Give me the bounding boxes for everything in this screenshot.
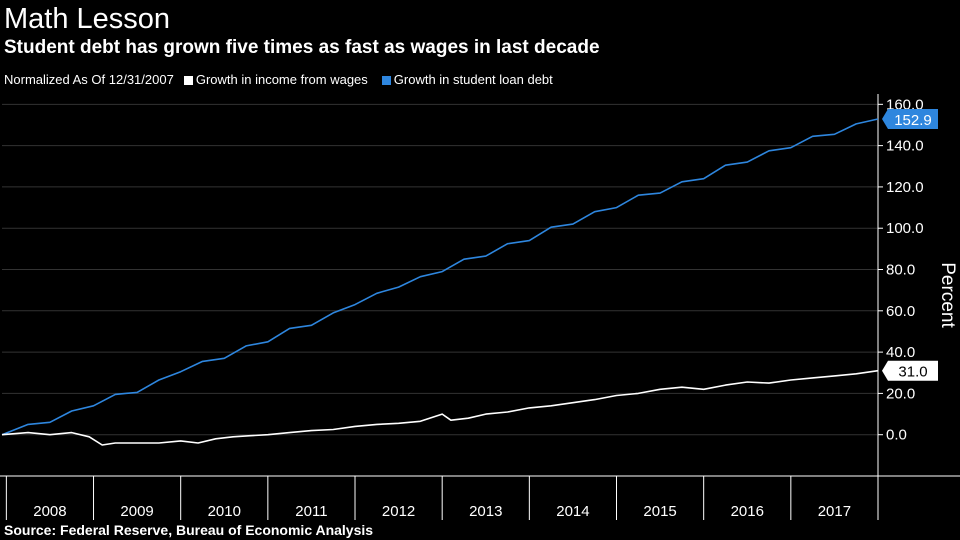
- y-tick-label: 40.0: [886, 344, 915, 361]
- x-tick-label: 2008: [33, 503, 66, 520]
- debt-end-label-bg: [882, 108, 938, 129]
- legend-item-wages: Growth in income from wages: [183, 72, 368, 88]
- x-tick-label: 2016: [731, 503, 764, 520]
- debt-series-line: [1, 118, 879, 436]
- legend: Normalized As Of 12/31/2007 Growth in in…: [4, 72, 567, 88]
- x-tick-label: 2013: [469, 503, 502, 520]
- wages-end-label-bg: [882, 360, 938, 381]
- y-tick-label: 140.0: [886, 138, 924, 155]
- chart-title: Math Lesson: [4, 3, 171, 35]
- debt-end-label: 152.9: [894, 112, 932, 129]
- y-tick-label: 100.0: [886, 220, 924, 237]
- legend-item-debt: Growth in student loan debt: [381, 72, 553, 88]
- x-tick-label: 2017: [818, 503, 851, 520]
- y-axis-label: Percent: [937, 262, 958, 328]
- y-tick-label: 120.0: [886, 179, 924, 196]
- source-note: Source: Federal Reserve, Bureau of Econo…: [4, 522, 374, 538]
- y-tick-label: 60.0: [886, 303, 915, 320]
- wages-series-line: [1, 369, 879, 446]
- x-tick-label: 2015: [643, 503, 676, 520]
- legend-swatch-wages: [183, 75, 193, 85]
- legend-label-debt: Growth in student loan debt: [393, 72, 553, 87]
- y-tick-label: 80.0: [886, 262, 915, 279]
- x-tick-label: 2009: [120, 503, 153, 520]
- wages-end-label: 31.0: [898, 364, 927, 381]
- x-tick-label: 2010: [208, 503, 241, 520]
- x-tick-label: 2012: [382, 503, 415, 520]
- y-tick-label: 0.0: [886, 427, 907, 444]
- legend-note: Normalized As Of 12/31/2007: [4, 72, 174, 87]
- y-tick-label: 20.0: [886, 385, 915, 402]
- x-tick-label: 2014: [556, 503, 589, 520]
- x-tick-label: 2011: [295, 503, 327, 520]
- chart-subtitle: Student debt has grown five times as fas…: [4, 37, 600, 58]
- legend-swatch-debt: [381, 75, 391, 85]
- legend-label-wages: Growth in income from wages: [195, 72, 368, 87]
